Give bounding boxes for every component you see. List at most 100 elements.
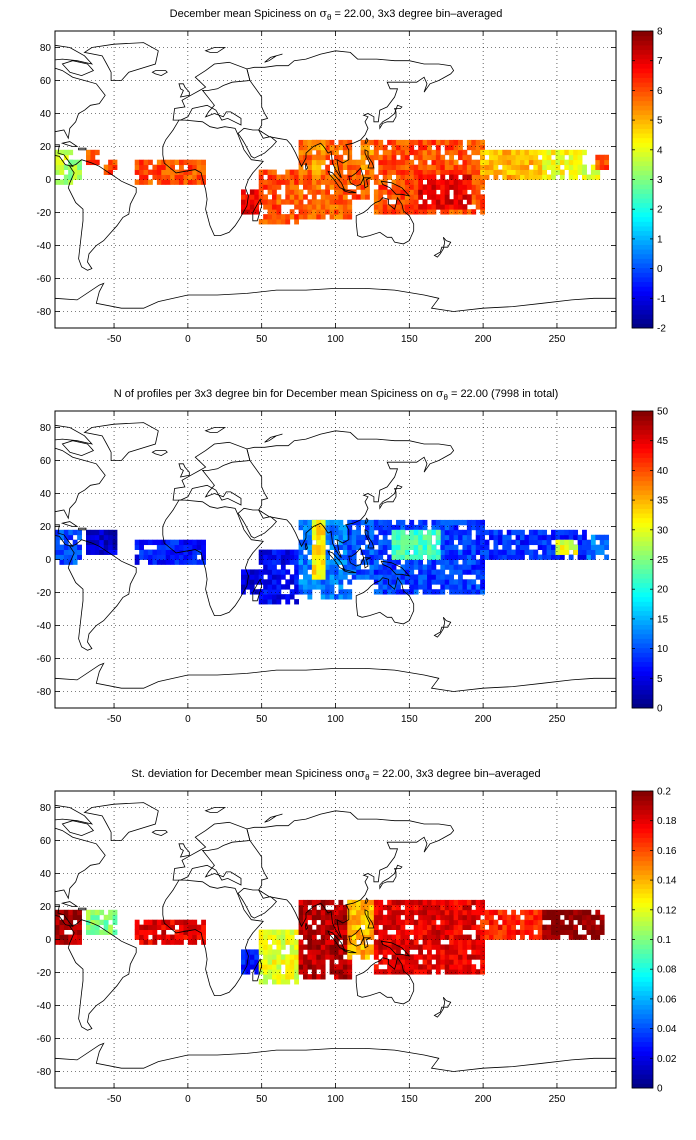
coastline [305, 542, 308, 551]
data-cell [267, 574, 273, 580]
data-cell [108, 924, 113, 930]
data-cell [72, 554, 78, 560]
data-cell [342, 199, 348, 205]
data-cell [369, 149, 375, 156]
data-cell [396, 529, 401, 536]
data-cell [466, 539, 472, 546]
data-cell [409, 169, 415, 175]
data-cell [289, 929, 295, 935]
data-cell [320, 919, 326, 926]
data-cell [427, 584, 432, 590]
data-cell [559, 909, 565, 916]
data-cell [387, 189, 392, 195]
data-cell [365, 524, 370, 531]
data-cell [148, 549, 153, 555]
data-cell [400, 549, 406, 555]
data-cell [294, 564, 299, 570]
data-cell [471, 564, 477, 570]
data-cell [475, 574, 481, 580]
data-cell [520, 554, 525, 560]
data-cell [537, 919, 543, 926]
data-cell [99, 929, 105, 935]
data-cell [320, 949, 326, 955]
data-cell [156, 559, 162, 565]
data-cell [272, 934, 277, 940]
data-cell [537, 914, 543, 921]
data-cell [458, 969, 463, 975]
data-cell [462, 909, 468, 916]
data-cell [462, 944, 468, 950]
data-cell [515, 919, 521, 926]
data-cell [63, 174, 69, 180]
coastline [305, 162, 308, 171]
data-cell [475, 169, 481, 175]
data-cell [453, 204, 459, 210]
data-cell [320, 529, 326, 536]
data-cell [289, 214, 295, 220]
colorbar-step [632, 49, 653, 55]
data-cell [329, 524, 335, 531]
data-region-5 [298, 899, 353, 980]
colorbar-step [632, 1041, 653, 1047]
data-cell [471, 584, 477, 590]
data-cell [294, 579, 299, 585]
data-cell [480, 934, 486, 940]
data-cell [391, 154, 397, 161]
coastline [172, 61, 251, 126]
data-cell [187, 554, 193, 560]
data-cell [475, 529, 481, 536]
data-cell [466, 519, 472, 526]
data-cell [139, 934, 144, 940]
data-cell [316, 554, 322, 560]
data-cell [427, 154, 432, 161]
data-cell [440, 964, 446, 970]
data-cell [453, 189, 459, 195]
data-cell [573, 929, 579, 935]
data-cell [373, 539, 379, 546]
data-cell [413, 554, 419, 560]
data-cell [369, 949, 375, 955]
data-cell [435, 959, 441, 965]
data-cell [148, 919, 153, 926]
data-cell [347, 519, 353, 526]
data-cell [311, 939, 317, 945]
data-cell [404, 964, 410, 970]
data-cell [68, 529, 74, 536]
data-cell [475, 144, 481, 151]
data-cell [573, 914, 579, 921]
data-cell [564, 924, 570, 930]
data-cell [387, 139, 392, 146]
data-cell [466, 544, 472, 550]
data-cell [165, 169, 171, 175]
data-cell [453, 519, 459, 526]
data-cell [263, 584, 268, 590]
data-cell [404, 149, 410, 156]
data-cell [365, 949, 370, 955]
data-cell [440, 914, 446, 921]
colorbar-step [632, 207, 653, 213]
data-cell [422, 574, 428, 580]
data-cell [458, 899, 463, 906]
data-cell [320, 549, 326, 555]
data-cell [365, 174, 370, 180]
data-cell [427, 204, 432, 210]
data-cell [347, 169, 353, 175]
data-cell [387, 164, 392, 170]
data-cell [360, 574, 366, 580]
data-cell [564, 159, 570, 166]
data-cell [506, 529, 512, 536]
data-cell [409, 939, 415, 945]
data-cell [325, 189, 330, 195]
data-cell [289, 944, 295, 950]
data-cell [72, 544, 78, 550]
data-cell [373, 524, 379, 531]
data-cell [369, 944, 375, 950]
data-cell [192, 169, 198, 175]
data-cell [573, 534, 579, 541]
data-cell [365, 534, 370, 541]
data-cell [342, 589, 348, 595]
data-cell [272, 219, 277, 225]
data-cell [356, 929, 361, 935]
data-cell [192, 174, 198, 180]
data-cell [458, 579, 463, 585]
